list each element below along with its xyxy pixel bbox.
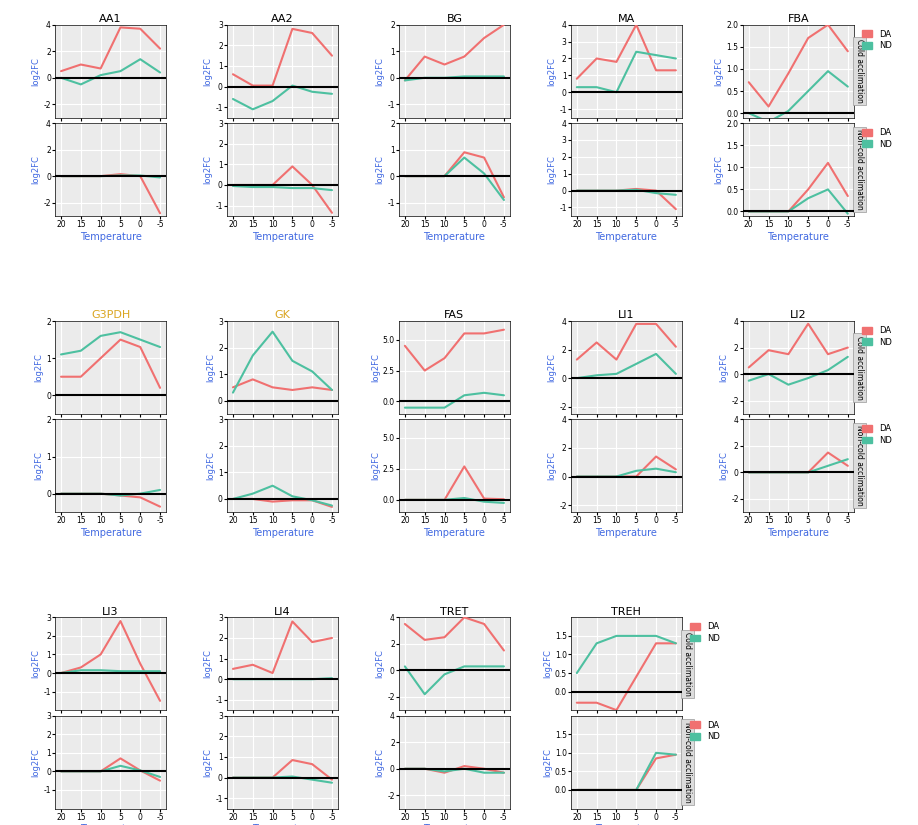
X-axis label: Temperature: Temperature	[252, 528, 313, 538]
X-axis label: Temperature: Temperature	[80, 528, 141, 538]
Y-axis label: log2FC: log2FC	[543, 747, 552, 776]
Y-axis label: log2FC: log2FC	[204, 649, 213, 678]
Y-axis label: log2FC: log2FC	[207, 353, 215, 382]
Y-axis label: log2FC: log2FC	[204, 155, 213, 184]
Y-axis label: log2FC: log2FC	[204, 57, 213, 86]
Y-axis label: log2FC: log2FC	[31, 57, 40, 86]
X-axis label: Temperature: Temperature	[767, 528, 829, 538]
Title: FAS: FAS	[444, 310, 465, 320]
Y-axis label: log2FC: log2FC	[715, 57, 723, 86]
Legend: DA, ND: DA, ND	[689, 621, 721, 644]
Y-axis label: log2FC: log2FC	[547, 353, 556, 382]
Y-axis label: log2FC: log2FC	[31, 649, 40, 678]
Y-axis label: log2FC: log2FC	[547, 57, 556, 86]
Y-axis label: log2FC: log2FC	[34, 353, 43, 382]
Title: G3PDH: G3PDH	[91, 310, 130, 320]
Text: Cold acclimation: Cold acclimation	[855, 40, 864, 103]
Y-axis label: log2FC: log2FC	[375, 155, 385, 184]
Legend: DA, ND: DA, ND	[861, 325, 892, 347]
Text: Cold acclimation: Cold acclimation	[683, 632, 692, 695]
Title: LI1: LI1	[618, 310, 634, 320]
Title: FBA: FBA	[788, 14, 809, 24]
Title: TRET: TRET	[441, 606, 468, 616]
Title: AA1: AA1	[99, 14, 122, 24]
Y-axis label: log2FC: log2FC	[375, 57, 385, 86]
Y-axis label: log2FC: log2FC	[207, 451, 215, 480]
Title: LI2: LI2	[790, 310, 807, 320]
X-axis label: Temperature: Temperature	[423, 232, 486, 242]
Legend: DA, ND: DA, ND	[861, 127, 892, 149]
Y-axis label: log2FC: log2FC	[204, 747, 213, 776]
Y-axis label: log2FC: log2FC	[547, 451, 556, 480]
X-axis label: Temperature: Temperature	[252, 232, 313, 242]
Text: Non-cold acclimation: Non-cold acclimation	[855, 130, 864, 210]
Text: Cold acclimation: Cold acclimation	[855, 336, 864, 399]
Y-axis label: log2FC: log2FC	[543, 649, 552, 678]
X-axis label: Temperature: Temperature	[596, 528, 657, 538]
X-axis label: Temperature: Temperature	[80, 232, 141, 242]
Y-axis label: log2FC: log2FC	[720, 353, 728, 382]
Y-axis label: log2FC: log2FC	[720, 451, 728, 480]
Legend: DA, ND: DA, ND	[861, 29, 892, 51]
Y-axis label: log2FC: log2FC	[375, 649, 385, 678]
Legend: DA, ND: DA, ND	[861, 423, 892, 446]
Y-axis label: log2FC: log2FC	[31, 155, 40, 184]
Text: Non-cold acclimation: Non-cold acclimation	[683, 722, 692, 803]
Y-axis label: log2FC: log2FC	[34, 451, 43, 480]
Title: BG: BG	[446, 14, 463, 24]
Title: TREH: TREH	[611, 606, 642, 616]
Y-axis label: log2FC: log2FC	[375, 747, 385, 776]
Y-axis label: log2FC: log2FC	[547, 155, 556, 184]
X-axis label: Temperature: Temperature	[596, 232, 657, 242]
Y-axis label: log2FC: log2FC	[31, 747, 40, 776]
Y-axis label: log2FC: log2FC	[715, 155, 723, 184]
X-axis label: Temperature: Temperature	[767, 232, 829, 242]
Title: AA2: AA2	[271, 14, 294, 24]
Title: LI3: LI3	[102, 606, 118, 616]
Title: GK: GK	[274, 310, 290, 320]
Text: Non-cold acclimation: Non-cold acclimation	[855, 426, 864, 507]
Y-axis label: log2FC: log2FC	[371, 353, 380, 382]
Title: MA: MA	[618, 14, 635, 24]
Title: LI4: LI4	[274, 606, 291, 616]
Legend: DA, ND: DA, ND	[689, 720, 721, 742]
X-axis label: Temperature: Temperature	[423, 528, 486, 538]
Y-axis label: log2FC: log2FC	[371, 451, 380, 480]
